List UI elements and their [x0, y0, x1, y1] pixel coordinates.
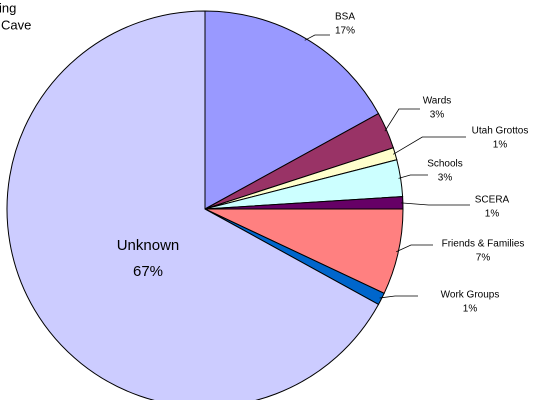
slice-value-label: 1%	[485, 209, 500, 220]
slice-label: SCERA	[475, 195, 510, 206]
pie-slice	[204, 10, 380, 210]
leader-line	[304, 34, 330, 41]
leader-line	[398, 174, 428, 179]
slice-label: Friends & Families	[442, 239, 525, 250]
pie-slice	[6, 10, 380, 400]
slice-value-label: 67%	[133, 263, 163, 280]
slice-label: Work Groups	[441, 290, 500, 301]
slice-label: Utah Grottos	[472, 126, 529, 137]
leader-line	[379, 295, 418, 299]
chart-title: ing	[0, 0, 16, 15]
slice-value-label: 7%	[476, 253, 491, 264]
leader-line	[393, 136, 466, 155]
leader-line	[384, 108, 420, 132]
chart-title: Cave	[1, 17, 31, 32]
slice-label: Schools	[427, 159, 463, 170]
slice-value-label: 1%	[463, 304, 478, 315]
slice-value-label: 3%	[430, 110, 445, 121]
leader-line	[396, 244, 433, 253]
slice-label: Wards	[423, 96, 452, 107]
slice-label: Unknown	[117, 237, 180, 254]
slice-value-label: 17%	[335, 26, 355, 37]
leader-line	[400, 202, 470, 206]
slice-value-label: 1%	[493, 140, 508, 151]
slice-label: BSA	[335, 12, 355, 23]
slice-value-label: 3%	[438, 173, 453, 184]
